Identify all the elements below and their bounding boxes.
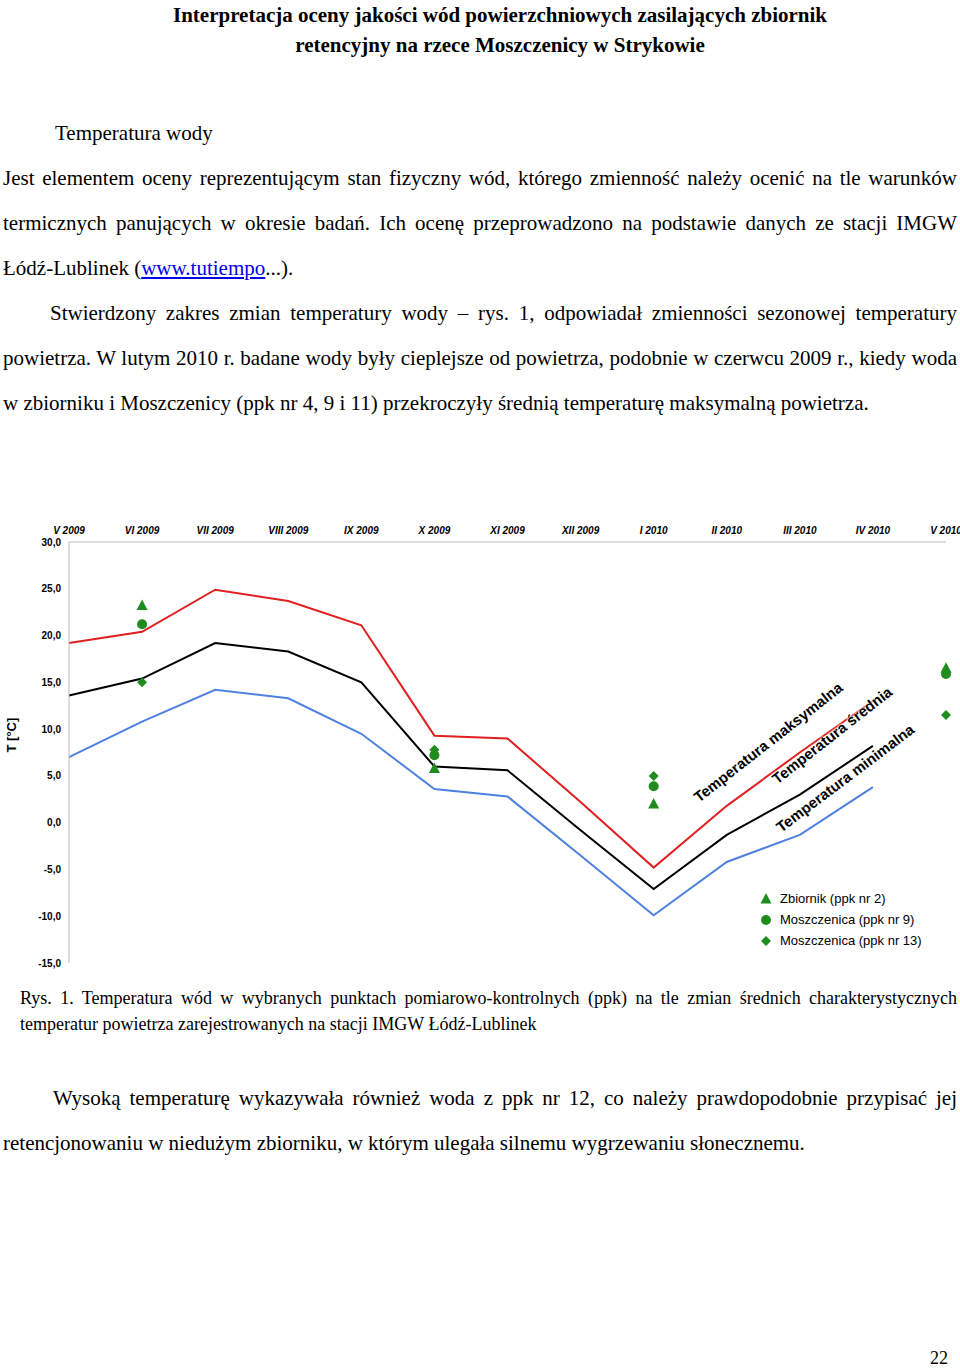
svg-text:0,0: 0,0 — [47, 817, 61, 828]
svg-text:V 2009: V 2009 — [53, 525, 85, 536]
svg-text:20,0: 20,0 — [42, 630, 62, 641]
html-text:Temperatura minimalna: Temperatura minimalna — [772, 720, 918, 836]
html-text:Interpretacja oceny jakości wó: Interpretacja oceny jakości wód powierzc… — [173, 3, 827, 27]
svg-text:X 2009: X 2009 — [418, 525, 451, 536]
html-text:retencyjny na rzece Moszczenic: retencyjny na rzece Moszczenicy w Stryko… — [295, 33, 705, 57]
svg-text:5,0: 5,0 — [47, 770, 61, 781]
svg-text:10,0: 10,0 — [42, 724, 62, 735]
svg-text:T [°C]: T [°C] — [8, 718, 19, 753]
svg-text:XI 2009: XI 2009 — [489, 525, 525, 536]
svg-text:-15,0: -15,0 — [38, 958, 61, 969]
svg-text:I 2010: I 2010 — [640, 525, 668, 536]
svg-text:III 2010: III 2010 — [783, 525, 817, 536]
html-text:Moszczenica (ppk nr 13): Moszczenica (ppk nr 13) — [780, 933, 922, 948]
svg-text:IX 2009: IX 2009 — [344, 525, 379, 536]
html-text:Temperatura wody: Temperatura wody — [55, 121, 213, 145]
svg-text:-5,0: -5,0 — [44, 864, 62, 875]
svg-text:VI 2009: VI 2009 — [125, 525, 160, 536]
svg-text:XII 2009: XII 2009 — [561, 525, 600, 536]
svg-text:IV 2010: IV 2010 — [856, 525, 891, 536]
html-text:Temperatura maksymalna: Temperatura maksymalna — [690, 678, 846, 806]
html-text:Stwierdzony zakres zmian tempe: Stwierdzony zakres zmian temperatury wod… — [3, 301, 957, 415]
html-text:Zbiornik (ppk nr 2): Zbiornik (ppk nr 2) — [780, 891, 886, 906]
svg-text:VIII 2009: VIII 2009 — [268, 525, 308, 536]
html-text:Rys. 1. Temperatura wód w wybr: Rys. 1. Temperatura wód w wybranych punk… — [20, 988, 957, 1034]
svg-text:II 2010: II 2010 — [711, 525, 742, 536]
html-text:Wysoką temperaturę wykazywała: Wysoką temperaturę wykazywała również wo… — [3, 1086, 957, 1155]
html-text:Temperatura średnia: Temperatura średnia — [768, 683, 896, 787]
svg-text:-10,0: -10,0 — [38, 911, 61, 922]
svg-text:30,0: 30,0 — [42, 537, 62, 548]
svg-text:VII 2009: VII 2009 — [197, 525, 235, 536]
html-text:Moszczenica (ppk nr 9): Moszczenica (ppk nr 9) — [780, 912, 915, 927]
svg-text:25,0: 25,0 — [42, 583, 62, 594]
svg-text:V 2010: V 2010 — [930, 525, 952, 536]
html-text:22: 22 — [930, 1348, 948, 1368]
html-text:Jest elementem oceny reprezent: Jest elementem oceny reprezentującym sta… — [3, 166, 957, 280]
svg-text:15,0: 15,0 — [42, 677, 62, 688]
